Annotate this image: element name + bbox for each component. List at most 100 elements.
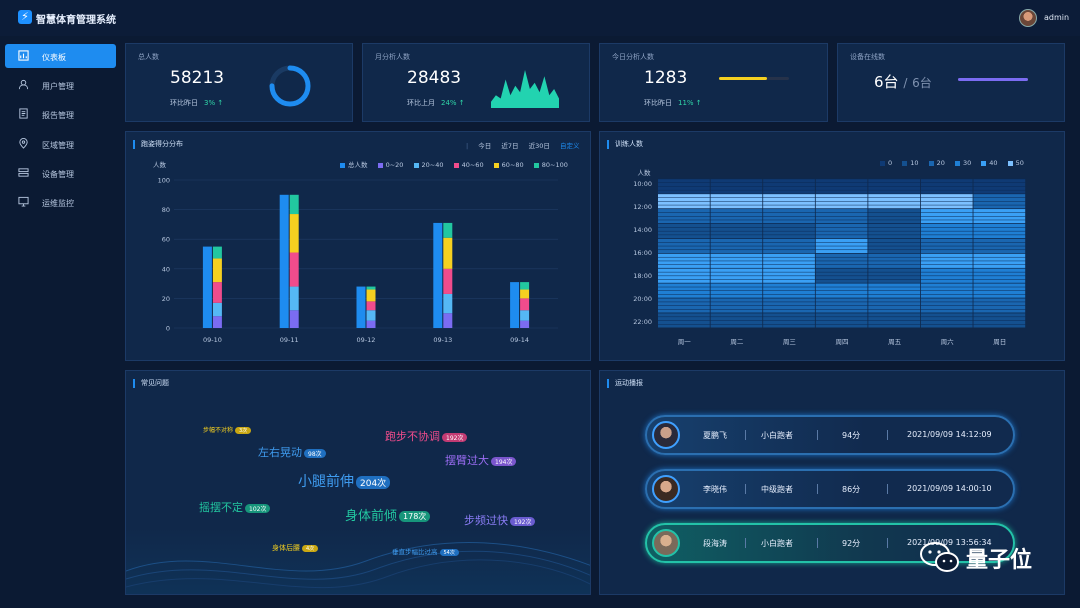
faq-word[interactable]: 跑步不协调 192次 <box>385 428 468 444</box>
heatmap-cell[interactable] <box>710 223 763 239</box>
bar-segment[interactable] <box>289 286 299 311</box>
heatmap-cell[interactable] <box>658 223 710 239</box>
sidebar-item-monitor[interactable]: 运维监控 <box>5 190 116 214</box>
heatmap-cell[interactable] <box>868 223 921 239</box>
bar-segment[interactable] <box>443 237 453 269</box>
y-tick-label: 12:00 <box>633 203 652 211</box>
tab-custom[interactable]: 自定义 <box>559 142 580 150</box>
heatmap-cell[interactable] <box>920 313 973 328</box>
bar-segment[interactable] <box>212 258 222 283</box>
tab-7days[interactable]: 近7日 <box>501 142 519 150</box>
faq-word[interactable]: 垂直步幅比过高 54次 <box>392 546 459 556</box>
heatmap-cell[interactable] <box>815 179 868 194</box>
heatmap-cell[interactable] <box>920 223 973 239</box>
bar-segment[interactable] <box>520 289 530 299</box>
bar-segment[interactable] <box>520 320 530 328</box>
score-distribution-panel: 跑姿得分分布 | 今日 近7日 近30日 自定义 总人数 0~20 20~40 … <box>125 131 591 361</box>
legend-item[interactable]: 20 <box>928 159 945 167</box>
legend-item[interactable]: 30 <box>954 159 971 167</box>
bar-segment[interactable] <box>443 313 453 328</box>
broadcast-row[interactable]: 李晓伟 中级跑者 86分 2021/09/09 14:00:10 <box>645 469 1015 509</box>
heatmap-cell[interactable] <box>920 268 973 283</box>
bar-segment[interactable] <box>443 222 453 238</box>
faq-word[interactable]: 步幅不对称 3次 <box>203 425 252 434</box>
legend-item[interactable]: 20~40 <box>413 161 444 169</box>
bar-segment[interactable] <box>366 320 376 328</box>
heatmap-cell[interactable] <box>658 268 710 283</box>
bar-segment[interactable] <box>289 310 299 328</box>
heatmap-cell[interactable] <box>815 313 868 328</box>
faq-word[interactable]: 身体前倾 178次 <box>345 505 431 524</box>
bar-segment[interactable] <box>212 302 222 317</box>
y-axis-label: 人数 <box>638 168 652 177</box>
faq-word[interactable]: 小腿前伸 204次 <box>298 471 391 491</box>
heatmap-cell[interactable] <box>973 313 1026 328</box>
heatmap-cell[interactable] <box>763 223 815 239</box>
bar-segment[interactable] <box>520 298 530 311</box>
tab-today[interactable]: 今日 <box>478 142 492 150</box>
bar-segment[interactable] <box>443 293 453 314</box>
heatmap-cell[interactable] <box>868 268 921 283</box>
heatmap-cell[interactable] <box>920 179 973 194</box>
heatmap-cell[interactable] <box>658 313 710 328</box>
legend-item[interactable]: 10 <box>902 159 919 167</box>
broadcast-row[interactable]: 夏鹏飞 小白跑者 94分 2021/09/09 14:12:09 <box>645 415 1015 455</box>
sidebar-item-dashboard[interactable]: 仪表板 <box>5 44 116 68</box>
bar-segment[interactable] <box>289 252 299 287</box>
sidebar-item-areas[interactable]: 区域管理 <box>5 132 116 156</box>
faq-word[interactable]: 身体后腰 4次 <box>272 543 319 553</box>
bar-segment[interactable] <box>212 316 222 328</box>
wave-decoration <box>126 542 590 589</box>
legend-item[interactable]: 80~100 <box>533 161 568 169</box>
bar-segment[interactable] <box>366 286 376 290</box>
bar-total[interactable] <box>279 194 289 328</box>
heatmap-cell[interactable] <box>710 179 763 194</box>
heatmap-cell[interactable] <box>973 179 1026 194</box>
heatmap-cell[interactable] <box>763 313 815 328</box>
heatmap-cell[interactable] <box>658 179 710 194</box>
sidebar-item-reports[interactable]: 报告管理 <box>5 102 116 126</box>
heatmap-cell[interactable] <box>815 223 868 239</box>
user-name[interactable]: admin <box>1044 13 1070 22</box>
tab-30days[interactable]: 近30日 <box>528 142 550 150</box>
bar-total[interactable] <box>356 286 366 328</box>
heatmap-cell[interactable] <box>868 179 921 194</box>
heatmap-cell[interactable] <box>710 268 763 283</box>
heatmap-cell[interactable] <box>710 313 763 328</box>
bar-segment[interactable] <box>520 310 530 321</box>
bar-segment[interactable] <box>366 289 376 302</box>
bar-segment[interactable] <box>366 310 376 321</box>
panel-title: 跑姿得分分布 <box>133 140 183 149</box>
faq-word[interactable]: 摇摆不定 102次 <box>199 499 271 515</box>
user-avatar[interactable] <box>1019 9 1037 27</box>
legend-item[interactable]: 0~20 <box>377 161 403 169</box>
heatmap-cell[interactable] <box>815 268 868 283</box>
bar-segment[interactable] <box>443 268 453 294</box>
stat-value: 28483 <box>407 68 462 88</box>
legend-item[interactable]: 总人数 <box>340 159 368 169</box>
legend-item[interactable]: 40~60 <box>453 161 484 169</box>
bar-segment[interactable] <box>366 301 376 311</box>
bar-total[interactable] <box>202 246 212 328</box>
legend-item[interactable]: 40 <box>981 159 998 167</box>
bar-segment[interactable] <box>212 282 222 303</box>
sidebar-item-users[interactable]: 用户管理 <box>5 73 116 97</box>
heatmap-cell[interactable] <box>973 268 1026 283</box>
legend-item[interactable]: 50 <box>1007 159 1024 167</box>
faq-word[interactable]: 摆臂过大 194次 <box>445 452 517 468</box>
bar-segment[interactable] <box>289 194 299 215</box>
bar-total[interactable] <box>433 222 443 328</box>
heatmap-cell[interactable] <box>868 313 921 328</box>
bar-segment[interactable] <box>212 246 222 259</box>
legend-item[interactable]: 0 <box>880 159 892 167</box>
bar-segment[interactable] <box>289 214 299 253</box>
heatmap-cell[interactable] <box>973 223 1026 239</box>
legend-item[interactable]: 60~80 <box>493 161 524 169</box>
bar-total[interactable] <box>510 282 520 328</box>
heatmap-cell[interactable] <box>763 268 815 283</box>
heatmap-cell[interactable] <box>763 179 815 194</box>
sidebar-item-devices[interactable]: 设备管理 <box>5 161 116 185</box>
faq-word[interactable]: 左右晃动 98次 <box>258 444 326 460</box>
faq-word[interactable]: 步频过快 192次 <box>464 512 536 528</box>
bar-segment[interactable] <box>520 282 530 290</box>
